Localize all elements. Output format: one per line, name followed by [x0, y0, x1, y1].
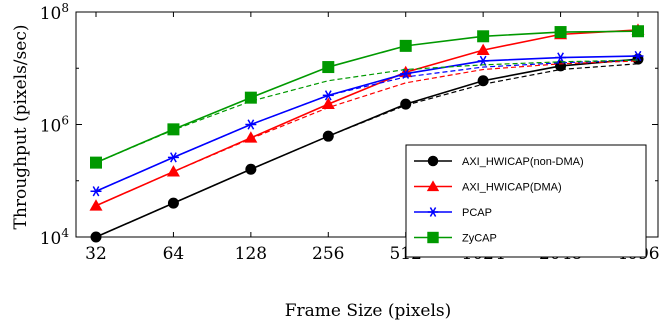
marker-star [90, 186, 102, 197]
marker-star [400, 68, 412, 79]
series-line [95, 30, 639, 164]
marker-star-stroke [429, 207, 437, 217]
marker-star [427, 207, 439, 217]
marker-star-stroke [402, 68, 410, 79]
marker-square [477, 30, 490, 43]
series-line [95, 58, 639, 238]
legend-entry: PCAP [414, 207, 492, 219]
marker-circle [400, 98, 412, 110]
x-tick-label: 64 [163, 244, 185, 264]
legend: AXI_HWICAP(non-DMA) AXI_HWICAP(DMA) PCAP Zy… [405, 144, 647, 258]
marker-star-stroke [92, 186, 100, 197]
marker-circle [245, 163, 257, 175]
marker-square [244, 91, 257, 104]
marker-star [632, 50, 644, 62]
legend-label: AXI_HWICAP(non-DMA) [462, 156, 584, 168]
marker-triangle [89, 199, 103, 211]
marker-star-stroke [170, 152, 177, 163]
x-axis-title: Frame Size (pixels) [285, 301, 452, 321]
marker-star [167, 152, 179, 163]
y-tick-label: 108 [40, 1, 69, 24]
y-tick-label: 106 [40, 114, 69, 137]
x-tick-label: 32 [85, 244, 107, 264]
y-axis-title: Throughput (pixels/sec) [11, 25, 31, 230]
marker-circle [167, 197, 179, 209]
legend-label: AXI_HWICAP(DMA) [462, 182, 562, 194]
marker-triangle [426, 180, 440, 192]
x-tick-label: 256 [312, 244, 344, 264]
legend-entry: ZyCAP [414, 231, 497, 245]
legend-entry: AXI_HWICAP(non-DMA) [414, 155, 584, 168]
marker-square [554, 26, 567, 39]
series-2 [90, 50, 644, 197]
marker-star-stroke [324, 90, 332, 101]
marker-star-stroke [247, 119, 255, 130]
legend-box [405, 144, 647, 258]
series-line [95, 29, 639, 207]
marker-square [632, 25, 644, 38]
marker-star-stroke [557, 52, 564, 63]
legend-label: ZyCAP [462, 233, 497, 245]
marker-triangle [476, 43, 490, 56]
marker-triangle [166, 165, 180, 177]
marker-square [322, 61, 335, 74]
legend-entry: AXI_HWICAP(DMA) [414, 180, 562, 194]
marker-star [555, 52, 567, 63]
marker-square [399, 39, 412, 52]
marker-square [90, 156, 102, 169]
series-line [95, 55, 639, 193]
marker-circle [90, 231, 102, 243]
marker-star [477, 55, 489, 67]
y-tick-label: 104 [40, 226, 70, 249]
legend-label: PCAP [462, 207, 492, 219]
x-tick-label: 128 [235, 244, 267, 264]
marker-square [427, 231, 439, 244]
marker-star [245, 119, 257, 130]
marker-star [322, 90, 334, 101]
series-0 [90, 53, 644, 243]
marker-square [167, 123, 180, 136]
series-dashed-line [95, 59, 639, 164]
marker-circle [322, 130, 334, 142]
series-3 [90, 25, 644, 169]
marker-circle [427, 155, 439, 167]
marker-triangle [244, 131, 258, 143]
marker-star-stroke [634, 50, 642, 62]
marker-circle [477, 75, 489, 87]
marker-triangle [321, 97, 335, 110]
marker-star-stroke [479, 55, 487, 67]
